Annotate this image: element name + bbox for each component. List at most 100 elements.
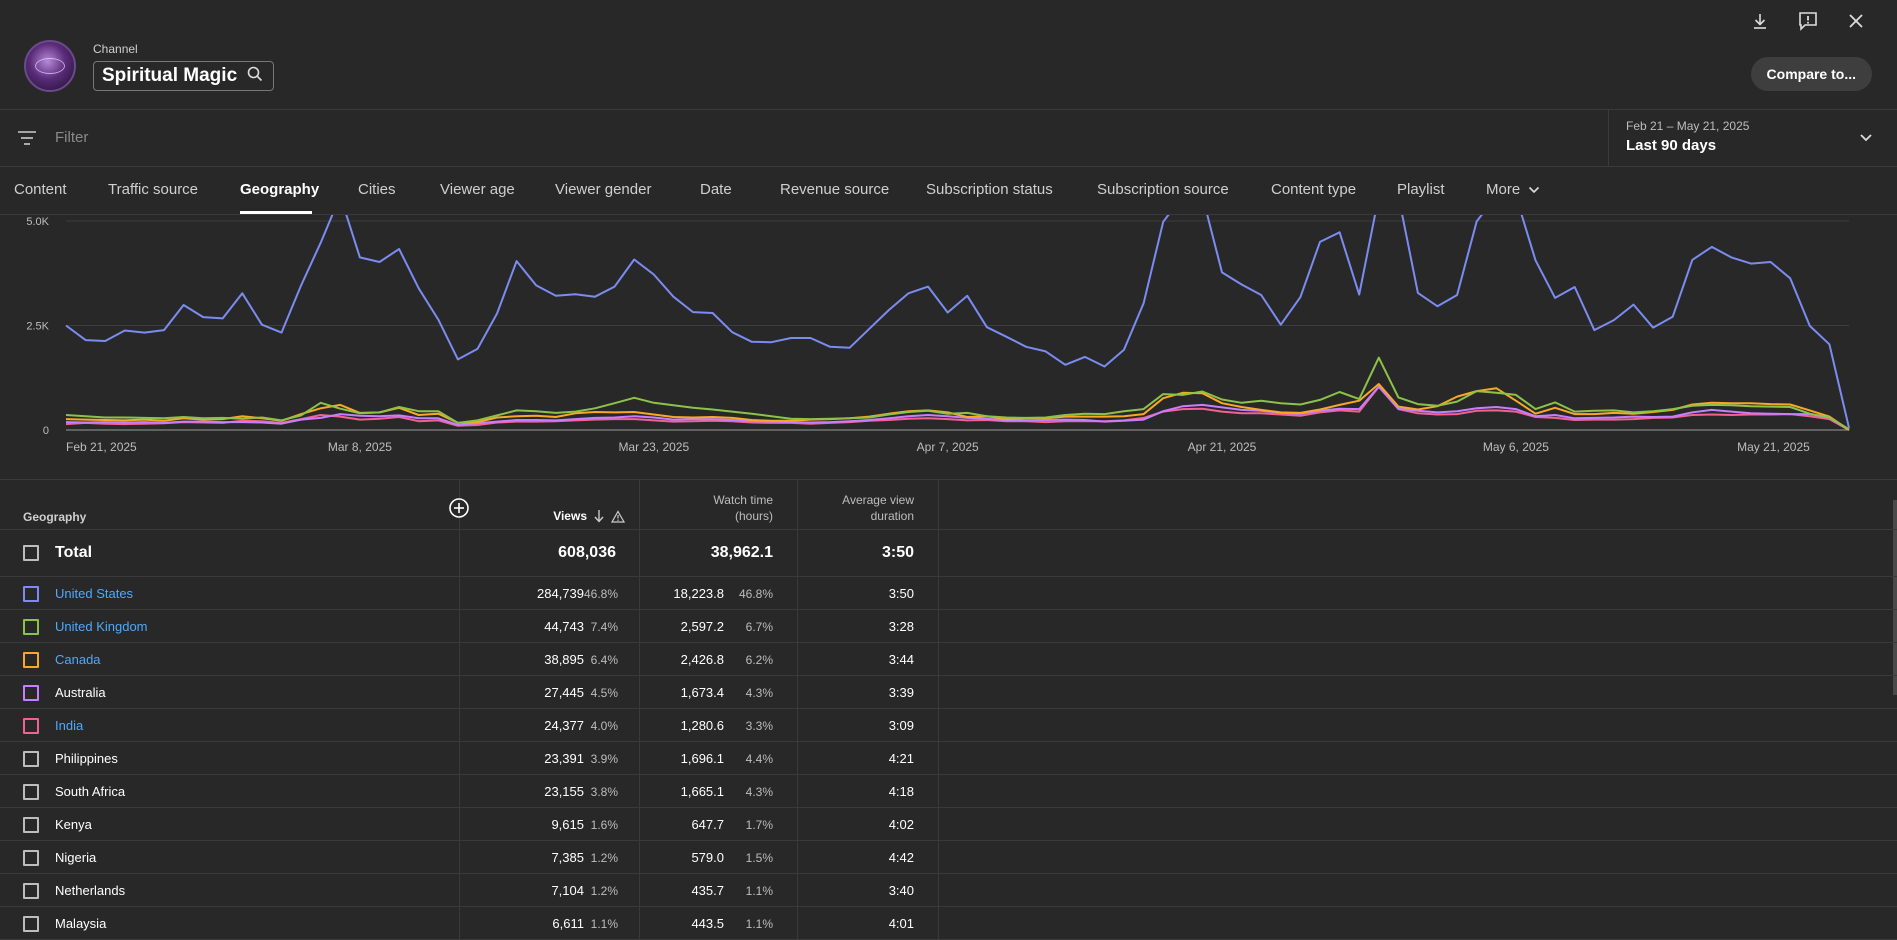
column-header-geography[interactable]: Geography [23,510,87,524]
avg-view-duration-value: 3:44 [888,652,914,667]
table-row: Malaysia 6,611 1.1% 443.5 1.1% 4:01 [0,907,1897,940]
total-label: Total [55,544,93,561]
views-header-label: Views [553,509,587,523]
country-name[interactable]: United Kingdom [55,619,148,634]
avg-view-duration-value: 3:40 [888,883,914,898]
watch-time-value: 2,597.2 [680,619,724,634]
watch-time-value: 1,696.1 [680,751,724,766]
country-name[interactable]: United States [55,586,134,601]
compare-button[interactable]: Compare to... [1750,57,1872,91]
close-icon[interactable] [1845,10,1867,32]
tab-subscription-status[interactable]: Subscription status [926,181,1053,198]
series-line-united-states [65,215,1850,429]
watch-time-percent: 4.3% [745,686,773,700]
row-checkbox[interactable] [23,784,39,800]
channel-selector[interactable]: Spiritual Magic [93,61,275,91]
feedback-icon[interactable] [1797,10,1819,32]
country-name: South Africa [55,784,126,799]
line-chart: 0 2.5K 5.0K Feb 21, 2025 Mar 8, 2025 Mar 23, … [0,215,1897,695]
views-percent: 4.5% [590,686,618,700]
tab-traffic-source[interactable]: Traffic source [108,181,199,198]
column-header-watch-time[interactable]: Watch time (hours) [640,492,773,524]
tab-content[interactable]: Content [14,181,67,198]
tab-more[interactable]: More [1486,181,1540,198]
row-checkbox[interactable] [23,883,39,899]
chevron-down-icon[interactable] [1859,130,1873,148]
filter-input[interactable]: Filter [55,129,89,146]
tab-revenue-source[interactable]: Revenue source [780,181,890,198]
country-name: Philippines [55,751,118,766]
report-tabs: Content Traffic source Geography Cities … [0,167,1897,215]
views-value: 9,615 [551,817,584,832]
watch-time-value: 2,426.8 [680,652,724,667]
series-line-united-kingdom [65,356,1850,431]
avg-view-duration-value: 4:21 [888,751,914,766]
views-value: 7,385 [551,850,584,865]
tab-cities[interactable]: Cities [358,181,396,198]
geography-table: Geography Views Watch time (hours) Avera… [0,480,1897,940]
tab-viewer-age[interactable]: Viewer age [440,181,515,198]
row-checkbox[interactable] [23,545,39,561]
y-tick-label: 5.0K [26,216,49,228]
avg-view-duration-value: 4:01 [888,916,914,931]
table-row: Nigeria 7,385 1.2% 579.0 1.5% 4:42 [0,841,1897,874]
watch-time-percent: 3.3% [745,719,773,733]
avg-view-duration-value: 4:18 [888,784,914,799]
country-name: Netherlands [55,883,126,898]
date-range-text: Feb 21 – May 21, 2025 [1626,119,1750,133]
row-checkbox[interactable] [23,685,39,701]
row-checkbox[interactable] [23,652,39,668]
x-tick-label: Apr 21, 2025 [1188,440,1257,454]
row-checkbox[interactable] [23,817,39,833]
tab-subscription-source[interactable]: Subscription source [1097,181,1229,198]
series-line-india [65,385,1850,431]
country-name[interactable]: Canada [55,652,101,667]
country-name: Australia [55,685,106,700]
table-row-total: Total 608,036 38,962.1 3:50 [0,530,1897,577]
watch-time-value: 579.0 [691,850,724,865]
row-checkbox[interactable] [23,916,39,932]
filter-icon[interactable] [17,130,37,151]
table-row: South Africa 23,155 3.8% 1,665.1 4.3% 4:18 [0,775,1897,808]
views-percent: 1.2% [590,884,618,898]
avg-view-duration-value: 3:09 [888,718,914,733]
table-row: Canada 38,895 6.4% 2,426.8 6.2% 3:44 [0,643,1897,676]
watch-time-percent: 1.1% [745,917,773,931]
column-header-avg-view-duration[interactable]: Average view duration [800,492,914,524]
tab-playlist[interactable]: Playlist [1397,181,1445,198]
scrollbar[interactable] [1893,500,1897,695]
column-header-views[interactable]: Views [460,509,625,523]
views-value: 23,391 [544,751,584,766]
views-value: 7,104 [551,883,584,898]
channel-label: Channel [93,42,138,56]
warning-icon [611,509,625,523]
tab-content-type[interactable]: Content type [1271,181,1357,198]
views-percent: 1.6% [590,818,618,832]
watch-time-value: 443.5 [691,916,724,931]
tab-viewer-gender[interactable]: Viewer gender [555,181,652,198]
add-metric-icon[interactable] [448,497,470,524]
total-watch-time: 38,962.1 [710,544,773,561]
download-icon[interactable] [1749,10,1771,32]
row-checkbox[interactable] [23,586,39,602]
row-checkbox[interactable] [23,718,39,734]
row-checkbox[interactable] [23,850,39,866]
row-checkbox[interactable] [23,619,39,635]
y-tick-label: 2.5K [26,321,49,333]
table-row: United Kingdom 44,743 7.4% 2,597.2 6.7% 3:28 [0,610,1897,643]
views-percent: 3.9% [590,752,618,766]
table-row: India 24,377 4.0% 1,280.6 3.3% 3:09 [0,709,1897,742]
avg-view-duration-value: 3:28 [888,619,914,634]
tab-date[interactable]: Date [700,181,732,198]
search-icon[interactable] [247,66,263,87]
views-percent: 3.8% [590,785,618,799]
views-percent: 7.4% [590,620,618,634]
channel-avatar[interactable] [24,40,76,92]
date-range-selector[interactable]: Feb 21 – May 21, 2025 Last 90 days [1608,110,1897,167]
watch-time-percent: 1.1% [745,884,773,898]
tab-geography[interactable]: Geography [240,181,320,198]
country-name[interactable]: India [55,718,84,733]
row-checkbox[interactable] [23,751,39,767]
watch-time-value: 1,665.1 [680,784,724,799]
table-row: Netherlands 7,104 1.2% 435.7 1.1% 3:40 [0,874,1897,907]
